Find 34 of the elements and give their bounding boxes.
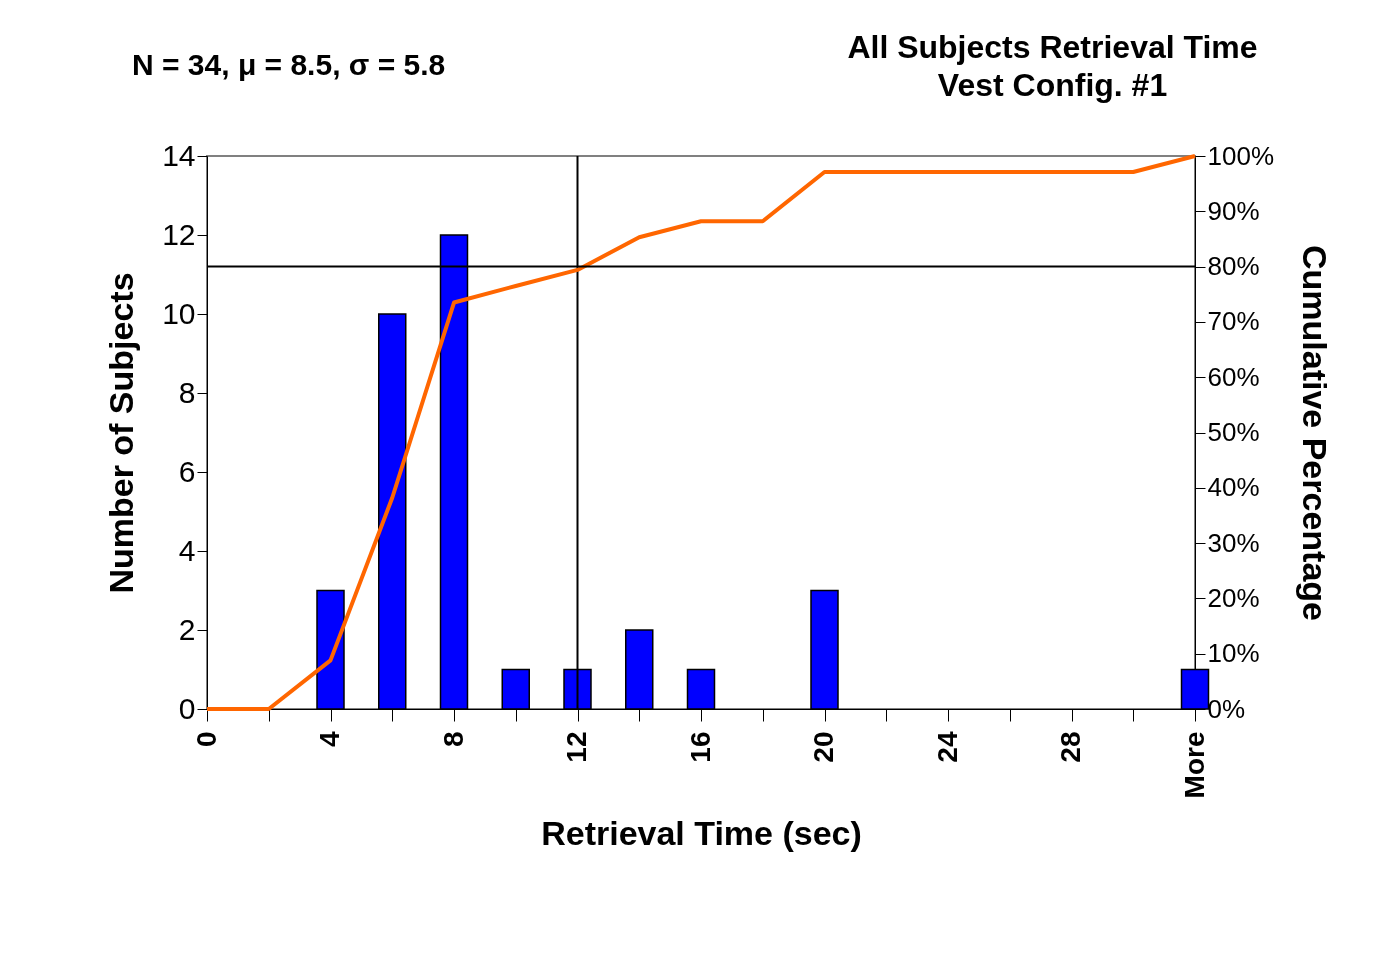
y2-tick-label: 60% — [1207, 361, 1260, 392]
chart-title: All Subjects Retrieval Time — [847, 29, 1258, 65]
y-tick-label: 10 — [162, 296, 196, 330]
y2-tick-label: 100% — [1207, 140, 1274, 171]
y2-tick-label: 10% — [1207, 638, 1260, 669]
x-tick-label: 24 — [931, 731, 963, 763]
x-tick-label: 0 — [190, 731, 222, 748]
y2-axis-title: Cumulative Percentage — [1296, 244, 1334, 622]
y2-tick-label: 30% — [1207, 527, 1260, 558]
y-tick-label: 2 — [178, 612, 196, 646]
y2-tick-label: 40% — [1207, 472, 1260, 503]
y2-tick-label: 20% — [1207, 582, 1260, 613]
x-tick-label: 16 — [684, 731, 716, 763]
y-tick-label: 14 — [162, 138, 196, 172]
x-tick-label: 28 — [1055, 731, 1086, 763]
x-tick-label: 4 — [314, 731, 345, 748]
y-axis-title: Number of Subjects — [102, 272, 141, 594]
y-tick-label: 4 — [178, 533, 196, 567]
y2-tick-label: 50% — [1207, 417, 1260, 447]
y-tick-label: 0 — [178, 691, 196, 725]
chart-subtitle: Vest Config. #1 — [937, 67, 1168, 103]
y2-tick-label: 70% — [1207, 306, 1260, 337]
y-tick-label: 8 — [178, 375, 196, 409]
y-tick-label: 12 — [162, 217, 196, 251]
x-axis-title: Retrieval Time (sec) — [541, 814, 862, 853]
text: N = 34, μ = 8.5, σ = 5.8 — [132, 48, 446, 81]
x-tick-label: 12 — [561, 731, 592, 763]
x-tick-label: 8 — [437, 731, 469, 748]
x-tick-label: More — [1178, 731, 1210, 799]
y2-tick-label: 90% — [1207, 195, 1260, 226]
x-tick-label: 20 — [808, 731, 839, 763]
y2-tick-label: 0% — [1207, 693, 1246, 724]
y2-tick-label: 80% — [1207, 251, 1260, 282]
y-tick-label: 6 — [178, 454, 196, 488]
